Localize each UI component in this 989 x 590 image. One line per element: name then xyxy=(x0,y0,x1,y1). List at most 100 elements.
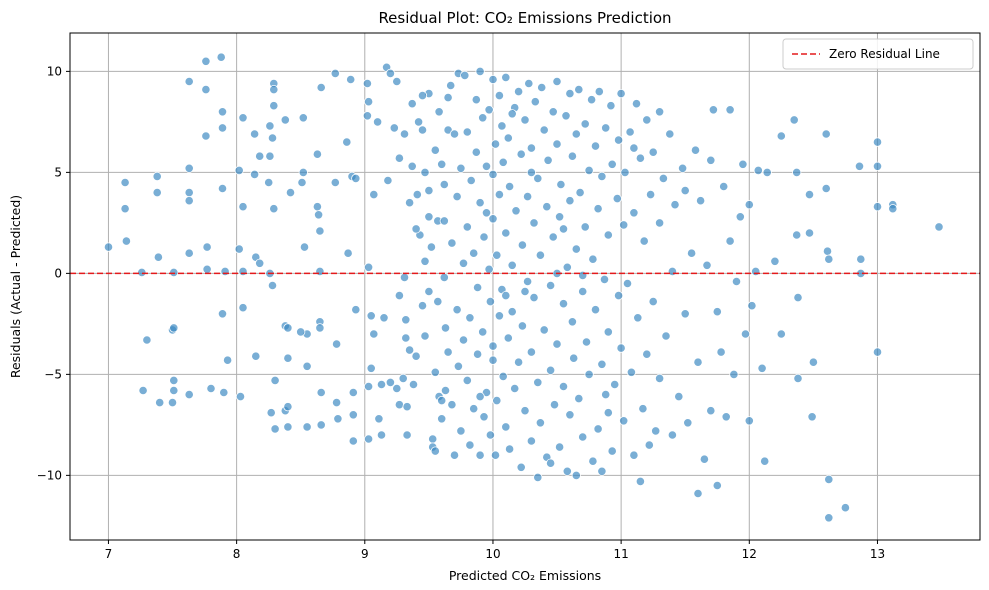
data-point xyxy=(686,248,697,258)
data-point xyxy=(460,70,470,81)
data-point xyxy=(465,313,475,323)
data-point xyxy=(603,230,613,240)
data-point xyxy=(719,181,729,192)
data-point xyxy=(533,377,543,387)
data-point xyxy=(420,331,430,341)
data-point xyxy=(394,290,404,301)
data-point xyxy=(453,361,463,371)
data-point xyxy=(804,228,815,238)
data-point xyxy=(716,347,726,357)
data-point xyxy=(488,214,498,224)
data-point xyxy=(501,290,511,301)
data-point xyxy=(520,115,530,125)
data-point xyxy=(456,426,466,436)
data-point xyxy=(504,181,515,192)
data-point xyxy=(654,107,665,117)
data-point xyxy=(217,123,228,133)
data-point xyxy=(729,369,739,379)
data-point xyxy=(821,129,831,139)
data-point xyxy=(265,151,275,161)
data-point xyxy=(471,95,481,105)
data-point xyxy=(283,353,293,363)
data-point xyxy=(517,321,528,331)
data-point xyxy=(702,260,712,270)
data-point xyxy=(494,91,504,101)
data-point xyxy=(184,188,194,198)
data-point xyxy=(601,389,611,400)
data-point xyxy=(169,267,179,277)
data-point xyxy=(552,76,562,87)
data-point xyxy=(507,109,517,119)
data-point xyxy=(529,218,539,228)
data-point xyxy=(184,76,194,87)
data-point xyxy=(603,327,613,337)
data-point xyxy=(330,177,340,188)
x-tick-label: 10 xyxy=(485,547,500,561)
data-point xyxy=(580,222,590,232)
data-point xyxy=(680,186,690,196)
data-point xyxy=(497,121,507,131)
data-point xyxy=(399,129,410,139)
data-point xyxy=(362,111,372,121)
data-point xyxy=(526,143,537,153)
data-point xyxy=(437,414,447,424)
data-point xyxy=(298,113,308,123)
data-point xyxy=(394,400,404,410)
data-point xyxy=(603,408,613,418)
data-point xyxy=(612,194,622,204)
data-point xyxy=(597,466,607,476)
data-point xyxy=(588,456,598,466)
data-point xyxy=(138,385,148,396)
data-point xyxy=(446,80,456,91)
data-point xyxy=(283,323,293,333)
data-point xyxy=(417,125,428,135)
data-point xyxy=(648,296,658,307)
data-point xyxy=(501,72,511,83)
data-point xyxy=(520,406,530,416)
data-point xyxy=(440,385,451,396)
data-point xyxy=(522,276,533,287)
data-point xyxy=(316,420,326,430)
data-point xyxy=(535,418,546,428)
data-point xyxy=(238,266,248,276)
data-point xyxy=(280,115,290,125)
data-point xyxy=(369,329,379,339)
data-point xyxy=(590,141,601,151)
data-point xyxy=(363,262,374,272)
data-point xyxy=(513,357,524,367)
data-point xyxy=(269,204,279,214)
data-point xyxy=(629,208,639,218)
data-point xyxy=(433,296,443,307)
data-point xyxy=(270,424,280,434)
data-point xyxy=(804,190,815,200)
data-point xyxy=(424,212,434,222)
data-point xyxy=(824,474,834,484)
data-point xyxy=(142,335,152,345)
data-point xyxy=(503,133,513,143)
data-point xyxy=(478,113,488,123)
data-point xyxy=(552,339,562,349)
data-point xyxy=(494,190,504,200)
data-point xyxy=(753,165,763,175)
data-point xyxy=(462,127,472,137)
data-point xyxy=(565,89,575,99)
data-point xyxy=(351,173,361,183)
data-point xyxy=(363,97,374,107)
data-point xyxy=(269,85,279,95)
data-point xyxy=(251,351,261,361)
data-point xyxy=(667,266,678,276)
data-point xyxy=(383,175,393,186)
data-point xyxy=(401,333,411,343)
data-point xyxy=(725,236,735,246)
data-point xyxy=(376,430,387,440)
data-point xyxy=(456,163,466,173)
data-point xyxy=(201,131,211,141)
data-point xyxy=(503,333,513,343)
data-point xyxy=(492,250,502,260)
data-point xyxy=(556,179,566,190)
data-point xyxy=(471,147,481,157)
data-point xyxy=(539,125,549,135)
data-point xyxy=(517,240,528,250)
data-point xyxy=(751,266,761,276)
data-point xyxy=(793,292,803,303)
